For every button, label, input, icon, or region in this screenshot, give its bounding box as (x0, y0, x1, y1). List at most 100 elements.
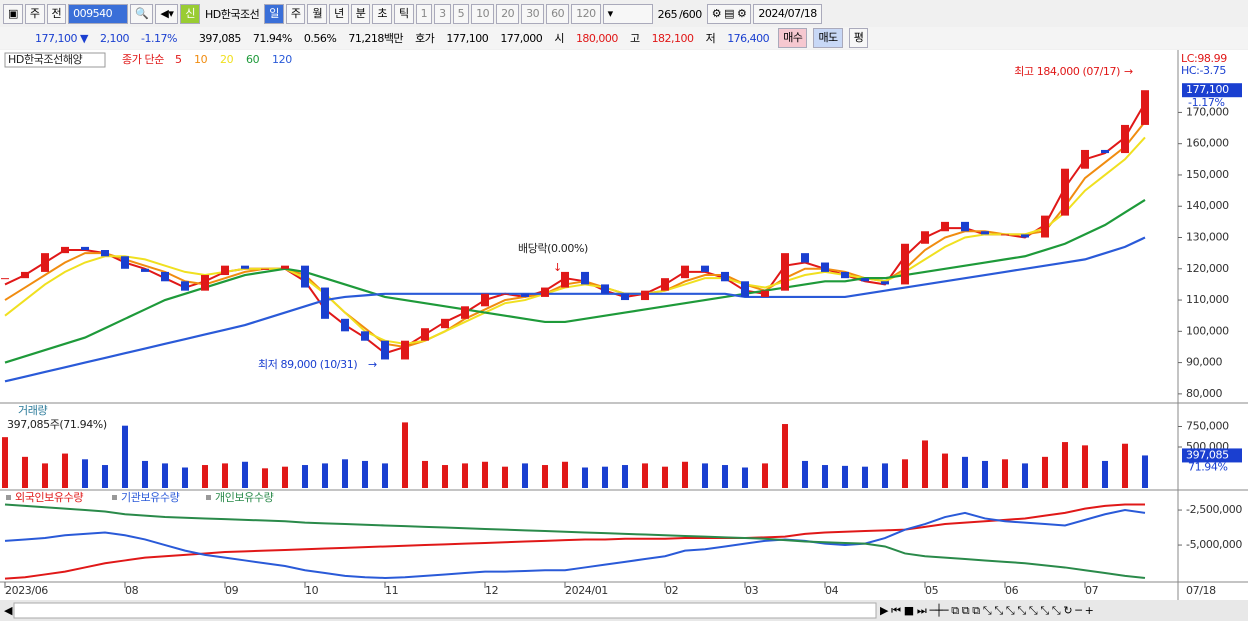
volume-bar (882, 463, 888, 488)
candle (981, 231, 989, 235)
candle (821, 262, 829, 272)
volume-bar (462, 463, 468, 488)
count[interactable]: 5 (452, 4, 470, 24)
dropdown[interactable]: ▾ (602, 4, 653, 24)
volume-bar (1102, 460, 1108, 488)
candle (321, 287, 329, 319)
candle (281, 265, 289, 269)
sell-button[interactable]: 매도 (813, 28, 843, 48)
volume-bar (942, 453, 948, 488)
candle (1041, 215, 1049, 238)
y-tick-label: 160,000 (1186, 137, 1229, 150)
candle (721, 271, 729, 282)
count[interactable]: 30 (521, 4, 545, 24)
candle (1, 278, 9, 280)
volume-bar (402, 422, 408, 488)
volume-bar (162, 463, 168, 488)
count[interactable]: 3 (434, 4, 451, 24)
buy-button[interactable]: 매수 (778, 28, 808, 48)
candle (761, 290, 769, 297)
volume-bar (602, 466, 608, 488)
arrow: ↓ (553, 261, 562, 274)
volume-bar (262, 468, 268, 488)
count[interactable]: 10 (471, 4, 495, 24)
volume-bar (482, 461, 488, 488)
interval[interactable]: 초 (372, 4, 392, 24)
button[interactable]: 🔍 (130, 4, 154, 24)
interval[interactable]: 년 (329, 4, 349, 24)
volume-bar (82, 459, 88, 488)
low-label: 저 (705, 32, 716, 45)
candle (901, 243, 909, 285)
count[interactable]: 120 (571, 4, 601, 24)
volume-bar (222, 463, 228, 488)
interval[interactable]: 일 (264, 4, 284, 24)
legend-entry: 5 (175, 53, 182, 66)
candle (421, 328, 429, 341)
chart-title: HD한국조선해양 (8, 52, 83, 66)
scroll-controls[interactable]: ▶ ⏮ ■ ⏭ ─┼─ ⧉ ⧉ ⧉ ⤡ ⤡ ⤡ ⤡ ⤡ ⤡ ⤡ ↻ ─ + (880, 603, 1094, 617)
volume-bar (822, 465, 828, 488)
volume-bar (862, 466, 868, 488)
candle (881, 281, 889, 285)
holding-line (4, 503, 1146, 579)
button[interactable]: ⚙ ▤ ⚙ (706, 4, 752, 24)
interval[interactable]: 월 (307, 4, 328, 24)
candle (181, 281, 189, 291)
volume-bar (742, 467, 748, 488)
turnover: 0.56% (303, 31, 337, 45)
date[interactable]: 2024/07/18 (753, 4, 822, 24)
ma-line (4, 236, 1146, 383)
legend-entry: 20 (220, 53, 234, 66)
volume-bar (522, 463, 528, 488)
panel-subtitle: 397,085주(71.94%) (7, 418, 107, 431)
candle (41, 253, 49, 272)
x-tick-label: 08 (125, 584, 139, 597)
volume-bar (702, 463, 708, 488)
volume-bar (1002, 459, 1008, 488)
candle (661, 278, 669, 291)
candle (561, 271, 569, 288)
button[interactable]: ◀▾ (155, 4, 179, 24)
y-tick-label: 100,000 (1186, 324, 1229, 337)
prev[interactable]: 전 (46, 4, 67, 24)
volume-bar (902, 459, 908, 488)
period[interactable]: 주 (24, 4, 45, 24)
avg-button[interactable]: 평 (848, 28, 869, 48)
x-tick-label: 10 (305, 584, 319, 597)
count[interactable]: 1 (415, 4, 433, 24)
last-price: 177,100 (1186, 83, 1229, 96)
interval[interactable]: 분 (350, 4, 371, 24)
x-tick-label: 07 (1085, 584, 1099, 597)
x-tick-label: 12 (485, 584, 498, 597)
code-input[interactable]: 009540 (68, 4, 129, 24)
y-tick-label: 150,000 (1186, 168, 1229, 181)
volume-bar (2, 437, 8, 488)
candle (841, 271, 849, 279)
volume-bar (662, 466, 668, 488)
candle (161, 271, 169, 282)
candle (121, 256, 129, 269)
new-button[interactable]: 신 (180, 4, 200, 24)
volume-bar (22, 456, 28, 488)
volume-bar (962, 456, 968, 488)
count[interactable]: 60 (546, 4, 570, 24)
last-price-box (1182, 83, 1242, 98)
low: 176,400 (727, 31, 770, 45)
ask-label: 호가 (415, 32, 435, 45)
interval[interactable]: 틱 (393, 4, 414, 24)
button[interactable]: ▣ (3, 4, 23, 24)
interval[interactable]: 주 (285, 4, 306, 24)
count[interactable]: 20 (496, 4, 520, 24)
scroll-track[interactable] (13, 602, 877, 619)
legend-swatch (206, 495, 211, 500)
open-label: 시 (554, 32, 564, 45)
volume-bar (722, 465, 728, 488)
candle (1021, 234, 1029, 238)
last-volume: 397,085 (1186, 448, 1229, 461)
scroll-left[interactable]: ◀ (4, 604, 13, 617)
volume-bar (142, 460, 148, 488)
volume-bar (502, 466, 508, 488)
y-tick-label: 120,000 (1186, 262, 1229, 275)
volume-bar (782, 424, 788, 488)
